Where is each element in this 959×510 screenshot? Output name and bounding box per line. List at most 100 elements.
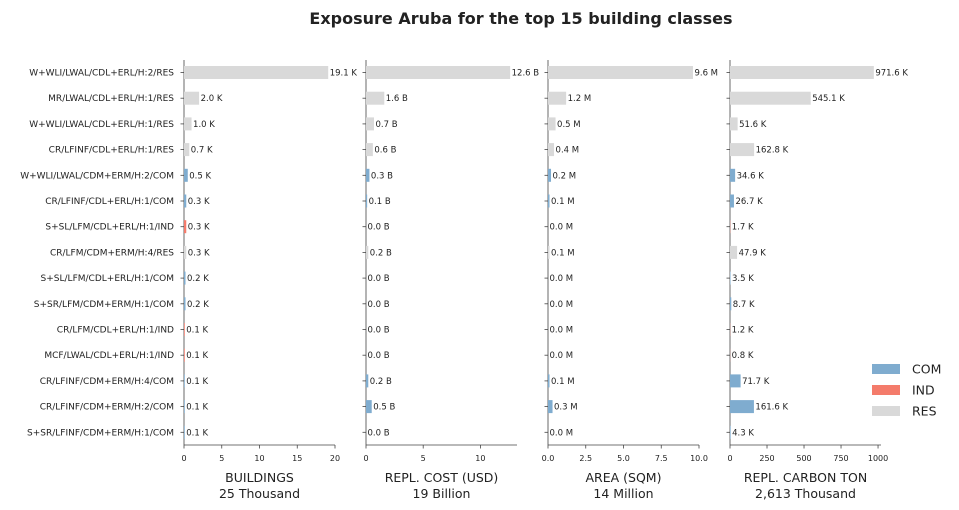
bar-res <box>548 117 556 131</box>
data-label: 0.0 B <box>368 300 390 310</box>
data-label: 0.5 K <box>189 171 211 181</box>
legend-label: RES <box>912 404 937 419</box>
bar-com <box>730 425 731 439</box>
x-tick-label: 0 <box>727 454 732 463</box>
x-tick-label: 0 <box>181 454 186 463</box>
data-label: 47.9 K <box>739 248 767 258</box>
data-label: 1.7 K <box>732 223 754 233</box>
bar-com <box>184 425 185 439</box>
bar-com <box>730 271 731 285</box>
x-tick-label: 10 <box>475 454 485 463</box>
panel-1: 19.1 K 2.0 K 1.0 K 0.7 K 0.5 K 0.3 K 0.3 K 0.3 … <box>180 60 358 501</box>
category-label: W+WLI/LWAL/CDL+ERL/H:2/RES <box>29 69 174 79</box>
bar-res <box>548 245 550 259</box>
bar-res <box>184 66 329 79</box>
x-axis-total: 14 Million <box>593 486 653 501</box>
bar-res <box>366 91 385 105</box>
legend-swatch-res <box>872 406 900 416</box>
x-tick-label: 10 <box>254 454 264 463</box>
data-label: 0.5 M <box>557 120 581 130</box>
data-label: 0.7 K <box>191 146 213 156</box>
category-label: S+SR/LFINF/CDM+ERM/H:1/COM <box>27 428 174 438</box>
data-label: 0.7 B <box>376 120 398 130</box>
x-axis-total: 25 Thousand <box>219 486 300 501</box>
x-tick-label: 15 <box>292 454 302 463</box>
bar-res <box>730 91 811 105</box>
data-label: 0.3 M <box>554 403 578 413</box>
x-tick-label: 2.5 <box>579 454 592 463</box>
data-label: 1.2 K <box>732 326 754 336</box>
x-axis-total: 19 Billion <box>413 486 471 501</box>
x-tick-label: 500 <box>796 454 811 463</box>
data-label: 0.3 B <box>371 171 393 181</box>
category-label: CR/LFINF/CDL+ERL/H:1/COM <box>45 197 174 207</box>
bar-com <box>184 374 185 388</box>
bar-res <box>366 245 369 259</box>
category-label: CR/LFM/CDM+ERM/H:4/RES <box>50 248 174 258</box>
category-label: CR/LFINF/CDM+ERM/H:2/COM <box>40 403 174 413</box>
x-axis-label: AREA (SQM) <box>586 470 662 485</box>
data-label: 0.0 M <box>550 300 574 310</box>
bar-res <box>730 143 755 157</box>
data-label: 161.6 K <box>755 403 788 413</box>
data-label: 1.6 B <box>386 94 408 104</box>
category-label: S+SR/LFM/CDM+ERM/H:1/COM <box>34 300 174 310</box>
data-label: 0.0 M <box>550 351 574 361</box>
data-label: 0.1 B <box>369 197 391 207</box>
data-label: 0.1 K <box>186 403 208 413</box>
category-label: MCF/LWAL/CDL+ERL/H:1/IND <box>44 351 174 361</box>
data-label: 0.0 B <box>368 223 390 233</box>
data-label: 0.3 K <box>188 223 210 233</box>
legend-swatch-com <box>872 364 900 374</box>
bar-res <box>184 117 192 131</box>
data-label: 51.6 K <box>739 120 767 130</box>
legend-label: IND <box>912 383 935 398</box>
x-tick-label: 20 <box>330 454 340 463</box>
data-label: 162.8 K <box>756 146 789 156</box>
panel-2: 12.6 B 1.6 B 0.7 B 0.6 B 0.3 B 0.1 B 0.0 B 0.2 … <box>362 60 539 501</box>
data-label: 0.1 M <box>551 248 575 258</box>
bar-com <box>184 297 186 311</box>
data-label: 0.0 B <box>368 274 390 284</box>
bar-ind <box>184 220 187 234</box>
data-label: 34.6 K <box>737 171 765 181</box>
panel-3: 9.6 M 1.2 M 0.5 M 0.4 M 0.2 M 0.1 M 0.0 M 0.1 M… <box>542 60 718 501</box>
x-axis-label: REPL. CARBON TON <box>744 470 867 485</box>
bar-com <box>366 400 372 414</box>
category-label: CR/LFM/CDL+ERL/H:1/IND <box>57 326 174 336</box>
bar-res <box>366 117 375 131</box>
category-label: W+WLI/LWAL/CDM+ERM/H:2/COM <box>20 171 174 181</box>
bar-com <box>366 374 369 388</box>
category-label: MR/LWAL/CDL+ERL/H:1/RES <box>48 94 174 104</box>
bar-com <box>730 297 732 311</box>
bar-ind <box>184 348 185 362</box>
data-label: 8.7 K <box>733 300 755 310</box>
data-label: 0.0 M <box>550 428 574 438</box>
data-label: 0.3 K <box>188 248 210 258</box>
data-label: 0.1 K <box>186 326 208 336</box>
data-label: 4.3 K <box>732 428 754 438</box>
data-label: 0.0 B <box>368 428 390 438</box>
chart-legend: COM IND RES <box>872 362 941 419</box>
category-label: CR/LFINF/CDL+ERL/H:1/RES <box>49 146 175 156</box>
category-label: CR/LFINF/CDM+ERM/H:4/COM <box>40 377 174 387</box>
category-label: S+SL/LFM/CDL+ERL/H:1/IND <box>45 223 174 233</box>
data-label: 71.7 K <box>742 377 770 387</box>
data-label: 19.1 K <box>330 69 358 79</box>
data-label: 971.6 K <box>875 69 908 79</box>
bar-com <box>730 400 754 414</box>
bar-res <box>548 91 567 105</box>
bar-com <box>730 194 734 208</box>
bar-res <box>366 143 373 157</box>
x-tick-label: 250 <box>759 454 774 463</box>
bar-com <box>184 271 186 285</box>
category-label: S+SL/LFM/CDL+ERL/H:1/COM <box>41 274 174 284</box>
x-axis-label: BUILDINGS <box>225 470 294 485</box>
data-label: 0.0 M <box>550 326 574 336</box>
x-tick-label: 1000 <box>868 454 888 463</box>
data-label: 0.2 B <box>370 248 392 258</box>
bar-ind <box>184 323 185 336</box>
data-label: 0.0 B <box>368 351 390 361</box>
data-label: 9.6 M <box>694 69 718 79</box>
